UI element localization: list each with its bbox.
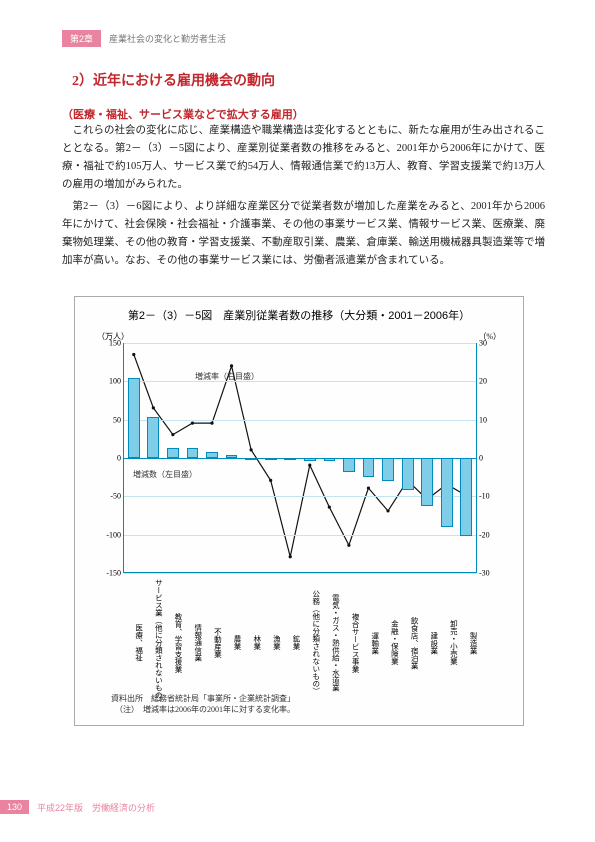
- ytick-right: 10: [476, 415, 502, 424]
- bar: [245, 458, 257, 460]
- category-label: 漁業: [261, 577, 281, 707]
- category-label: 飲食店、宿泊業: [398, 577, 418, 707]
- bar: [284, 458, 296, 460]
- bar-slot: [163, 343, 183, 572]
- bar-slot: [398, 343, 418, 572]
- annot-num: 増減数（左目盛）: [133, 469, 197, 480]
- bar: [324, 458, 336, 461]
- annot-rate: 増減率（右目盛）: [195, 371, 259, 382]
- bars-container: [124, 343, 476, 572]
- bar: [226, 455, 238, 458]
- ytick-left: 0: [98, 454, 124, 463]
- figure-box: 第2－（3）－5図 産業別従業者数の推移（大分類・2001－2006年） （万人…: [74, 296, 524, 726]
- category-label: 運輸業: [359, 577, 379, 707]
- ytick-right: -30: [476, 569, 502, 578]
- chapter-title: 産業社会の変化と勤労者生活: [109, 32, 226, 45]
- bar: [363, 458, 375, 477]
- category-label: 教育、学習支援業: [162, 577, 182, 707]
- category-label: 複合サービス事業: [339, 577, 359, 707]
- category-label: 林業: [241, 577, 261, 707]
- note-label: （注）: [119, 705, 135, 714]
- paragraph-2: 第2－（3）－6図により、より詳細な産業区分で従業者数が増加した産業をみると、2…: [62, 198, 545, 269]
- ytick-left: -100: [98, 530, 124, 539]
- ytick-left: 50: [98, 415, 124, 424]
- note-text: 増減率は2006年の2001年に対する変化率。: [143, 705, 295, 714]
- bar: [441, 458, 453, 527]
- category-label: 医療、福祉: [123, 577, 143, 707]
- chart-area: （万人） （%） 150100500-50-100-1503020100-10-…: [75, 331, 523, 611]
- bar-slot: [124, 343, 144, 572]
- bar-slot: [417, 343, 437, 572]
- figure-title: 第2－（3）－5図 産業別従業者数の推移（大分類・2001－2006年）: [75, 307, 523, 323]
- chapter-header: 第2章 産業社会の変化と勤労者生活: [62, 30, 226, 47]
- gridline: [124, 573, 476, 574]
- bar: [128, 378, 140, 459]
- chapter-tag: 第2章: [62, 30, 101, 47]
- section-subtitle: （医療・福祉、サービス業などで拡大する雇用）: [62, 106, 304, 122]
- category-label: 電気・ガス・熱供給・水道業: [320, 577, 340, 707]
- footer-text: 平成22年版 労働経済の分析: [37, 801, 155, 814]
- page-number: 130: [0, 800, 29, 814]
- bar: [167, 448, 179, 458]
- category-label: 建設業: [418, 577, 438, 707]
- category-label: 不動産業: [202, 577, 222, 707]
- ytick-left: 150: [98, 339, 124, 348]
- bar: [206, 452, 218, 458]
- ytick-right: 30: [476, 339, 502, 348]
- bar-slot: [437, 343, 457, 572]
- bar: [421, 458, 433, 506]
- category-label: 農業: [221, 577, 241, 707]
- ytick-right: 20: [476, 377, 502, 386]
- category-label: 鉱業: [280, 577, 300, 707]
- ytick-right: -20: [476, 530, 502, 539]
- bar-slot: [320, 343, 340, 572]
- bar-slot: [281, 343, 301, 572]
- paragraph-1: これらの社会の変化に応じ、産業構造や職業構造は変化するとともに、新たな雇用が生み…: [62, 122, 545, 193]
- category-label: 製造業: [457, 577, 477, 707]
- bar: [402, 458, 414, 490]
- bar-slot: [300, 343, 320, 572]
- category-label: 金融・保険業: [379, 577, 399, 707]
- category-label: サービス業（他に分類されないもの）: [143, 577, 163, 707]
- ytick-left: -50: [98, 492, 124, 501]
- source-text: 総務省統計局「事業所・企業統計調査」: [151, 694, 295, 703]
- ytick-left: -150: [98, 569, 124, 578]
- category-label: 情報通信業: [182, 577, 202, 707]
- ytick-right: -10: [476, 492, 502, 501]
- bar: [147, 417, 159, 458]
- figure-source: 資料出所 総務省統計局「事業所・企業統計調査」 （注） 増減率は2006年の20…: [111, 693, 295, 715]
- footer: 130 平成22年版 労働経済の分析: [0, 800, 155, 814]
- ytick-left: 100: [98, 377, 124, 386]
- plot-area: 150100500-50-100-1503020100-10-20-30: [123, 343, 477, 573]
- bar-slot: [144, 343, 164, 572]
- bar: [460, 458, 472, 536]
- category-labels: 医療、福祉サービス業（他に分類されないもの）教育、学習支援業情報通信業不動産業農…: [123, 577, 477, 707]
- bar-slot: [457, 343, 477, 572]
- category-label: 卸売・小売業: [438, 577, 458, 707]
- ytick-right: 0: [476, 454, 502, 463]
- bar: [343, 458, 355, 472]
- bar-slot: [359, 343, 379, 572]
- bar: [187, 448, 199, 458]
- bar-slot: [339, 343, 359, 572]
- section-title: 2）近年における雇用機会の動向: [72, 70, 275, 90]
- bar: [304, 458, 316, 461]
- bar: [265, 458, 277, 460]
- bar-slot: [378, 343, 398, 572]
- source-label: 資料出所: [111, 694, 143, 703]
- bar: [382, 458, 394, 481]
- category-label: 公務（他に分類されないもの）: [300, 577, 320, 707]
- bar-slot: [261, 343, 281, 572]
